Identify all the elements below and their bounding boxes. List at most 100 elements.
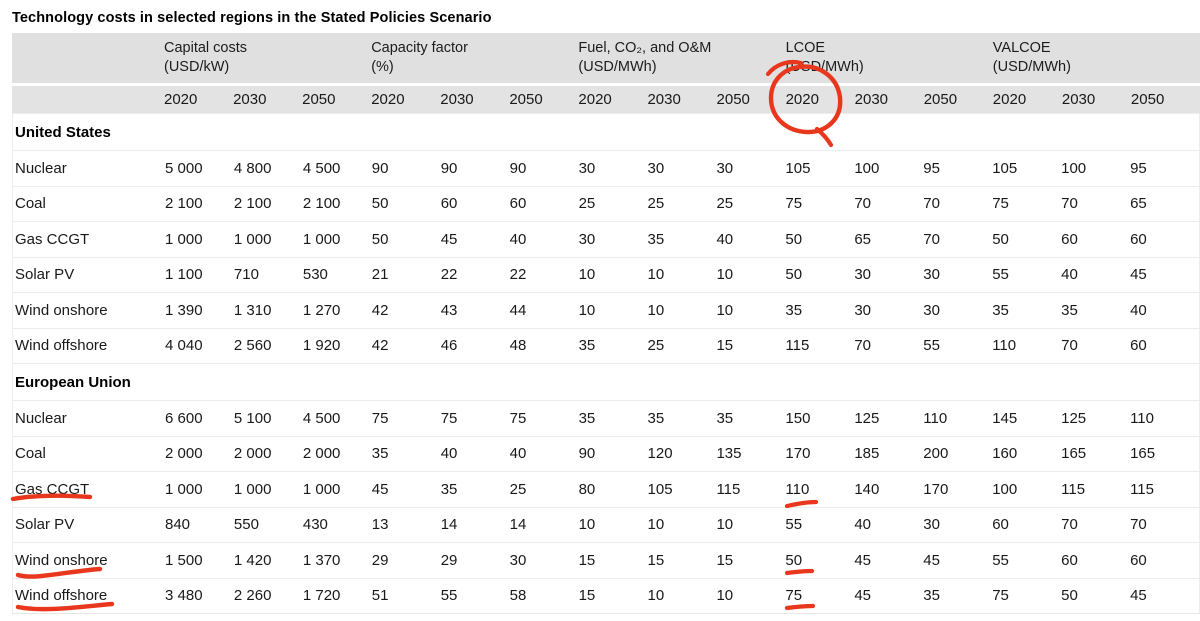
table-cell: 2 000: [233, 445, 272, 463]
table-cell: 150: [785, 409, 811, 427]
table-cell: 115: [1130, 480, 1154, 498]
table-cell: 42: [371, 301, 389, 319]
table-row-european-union-solar-pv: Solar PV 840 550 430 13 14 14 10 10 10 55 40 30 60 70 7…: [13, 506, 1199, 543]
table-cell: 95: [923, 159, 940, 177]
row-label: Coal: [15, 195, 46, 213]
table-cell: 21: [371, 266, 389, 284]
table-cell: 1 270: [302, 301, 341, 319]
table-cell: 1 000: [233, 480, 272, 498]
table-row-european-union-nuclear: Nuclear 6 600 5 100 4 500 75 75 75 35 35 35 150 125…: [13, 400, 1199, 436]
table-cell: 30: [854, 266, 872, 284]
table-cell: 75: [371, 409, 389, 427]
table-cell: 1 000: [165, 230, 203, 248]
table-cell: 25: [716, 195, 734, 213]
table-cell: 58: [509, 587, 527, 605]
table-cell: 65: [1130, 195, 1147, 213]
table-row-european-union-gas-ccgt: Gas CCGT 1 000 1 000 1 000 45 35 25 80 105 115 110…: [13, 471, 1199, 507]
table-cell: 550: [233, 516, 259, 534]
table-cell: 1 420: [233, 551, 272, 569]
table-cell: 35: [647, 230, 665, 248]
year-header-fuel-co-and-o-m-2050: 2050: [716, 91, 750, 108]
table-cell: 15: [578, 551, 596, 569]
table-cell: 75: [992, 587, 1009, 605]
table-cell: 50: [371, 195, 389, 213]
table-cell: 30: [647, 159, 665, 177]
table-row-united-states-wind-onshore: Wind onshore 1 390 1 310 1 270 42 43 44 10 10 10 3…: [13, 292, 1199, 328]
year-header-capacity-factor-2020: 2020: [371, 91, 405, 108]
table-cell: 2 000: [165, 445, 203, 463]
table-cell: 110: [785, 480, 810, 498]
table-cell: 44: [509, 301, 527, 319]
table-cell: 2 000: [302, 445, 341, 463]
table-cell: 125: [1061, 409, 1087, 427]
table-cell: 70: [1061, 516, 1078, 534]
table-cell: 1 370: [302, 551, 341, 569]
table-cell: 4 040: [165, 337, 203, 355]
table-cell: 95: [1130, 159, 1147, 177]
table-cell: 55: [440, 587, 458, 605]
table-cell: 30: [923, 266, 940, 284]
table-cell: 165: [1061, 445, 1087, 463]
column-group-label: Capital costs: [164, 40, 248, 57]
table-cell: 35: [785, 301, 803, 319]
table-cell: 70: [1130, 516, 1147, 534]
table-cell: 1 100: [165, 266, 203, 284]
table-cell: 13: [371, 516, 389, 534]
table-cell: 140: [854, 480, 880, 498]
table-cell: 125: [854, 409, 880, 427]
table-cell: 10: [716, 587, 734, 605]
table-cell: 50: [785, 266, 803, 284]
table-cell: 45: [440, 230, 458, 248]
year-header-valcoe-2020: 2020: [992, 91, 1027, 108]
technology-costs-table: Capital costs (USD/kW) Capacity factor (%) F…: [12, 33, 1200, 614]
table-cell: 29: [440, 551, 458, 569]
table-cell: 4 500: [302, 409, 341, 427]
column-group-unit: (%): [371, 59, 394, 75]
table-cell: 110: [923, 409, 948, 427]
table-cell: 15: [716, 337, 734, 355]
table-cell: 55: [992, 266, 1009, 284]
row-label: Solar PV: [15, 266, 75, 284]
table-cell: 65: [854, 230, 872, 248]
table-cell: 35: [716, 409, 734, 427]
page-title: Technology costs in selected regions in …: [12, 10, 492, 26]
table-cell: 5 000: [165, 159, 203, 177]
table-cell: 60: [992, 516, 1009, 534]
table-cell: 50: [371, 230, 389, 248]
table-cell: 115: [1061, 480, 1086, 498]
table-cell: 25: [509, 480, 527, 498]
table-cell: 15: [716, 551, 734, 569]
table-cell: 55: [785, 516, 803, 534]
column-group-label: Capacity factor: [371, 40, 468, 57]
table-cell: 2 100: [233, 195, 272, 213]
table-cell: 6 600: [165, 409, 203, 427]
table-cell: 10: [716, 516, 734, 534]
table-cell: 30: [923, 516, 940, 534]
table-cell: 14: [509, 516, 527, 534]
table-column-groups: Capital costs (USD/kW) Capacity factor (%) F…: [12, 33, 1200, 83]
table-cell: 45: [1130, 587, 1147, 605]
row-label: Wind offshore: [15, 587, 108, 605]
row-label: Gas CCGT: [15, 480, 90, 498]
table-cell: 35: [578, 409, 596, 427]
table-cell: 710: [233, 266, 259, 284]
table-cell: 45: [1130, 266, 1147, 284]
year-header-capital-costs-2050: 2050: [302, 91, 336, 108]
table-cell: 60: [1061, 230, 1078, 248]
table-cell: 840: [165, 516, 191, 534]
row-label: Coal: [15, 445, 46, 463]
table-cell: 170: [785, 445, 811, 463]
table-cell: 530: [302, 266, 328, 284]
table-cell: 10: [716, 301, 734, 319]
table-year-headers: 2020 2030 2050 2020 2030 2050 2020 2030 2050 2020…: [12, 86, 1200, 113]
year-header-lcoe-2020: 2020: [785, 91, 819, 108]
table-cell: 60: [509, 195, 527, 213]
table-cell: 165: [1130, 445, 1156, 463]
year-header-fuel-co-and-o-m-2020: 2020: [578, 91, 612, 108]
table-cell: 70: [854, 337, 872, 355]
column-group-unit: (USD/MWh): [992, 59, 1071, 75]
table-cell: 42: [371, 337, 389, 355]
column-group-capital-costs: Capital costs (USD/kW): [164, 39, 371, 76]
table-cell: 430: [302, 516, 328, 534]
table-cell: 10: [578, 266, 596, 284]
